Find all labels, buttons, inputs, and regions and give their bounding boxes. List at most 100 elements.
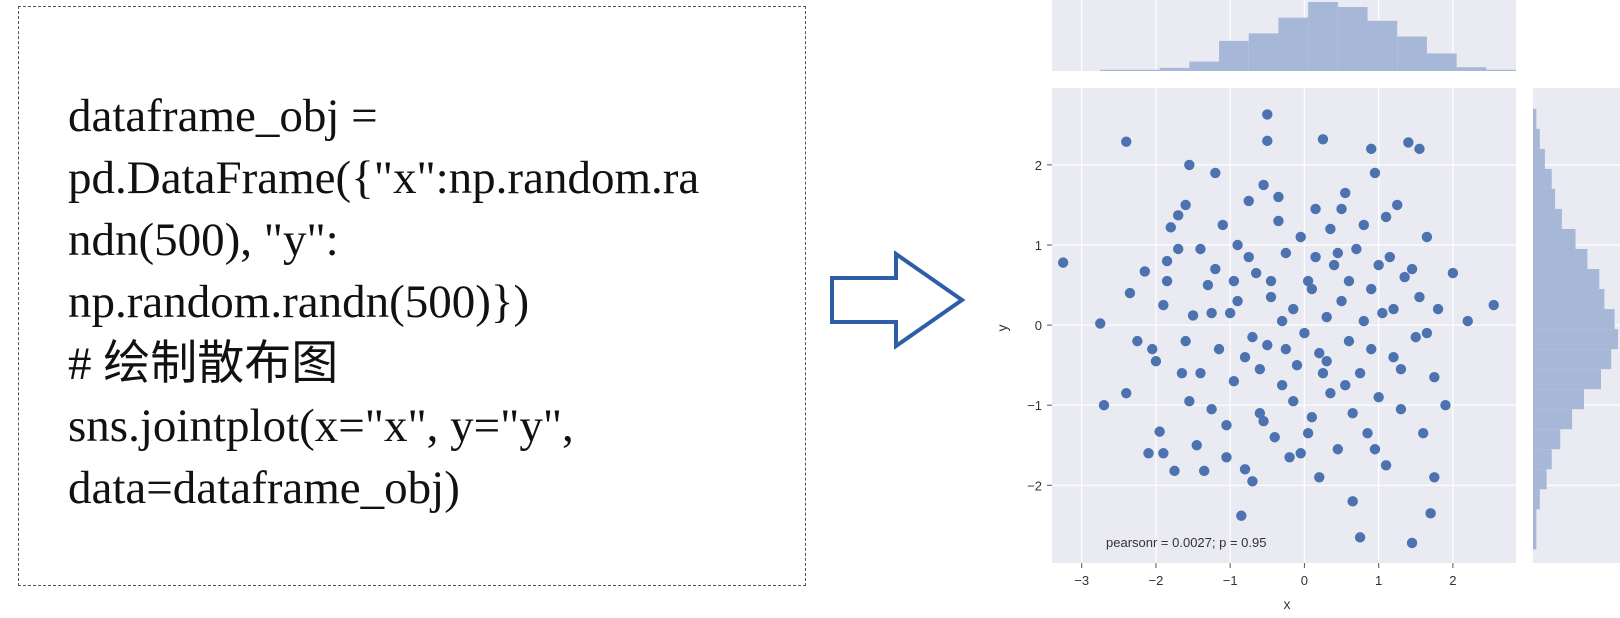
y-hist-bar (1533, 469, 1547, 490)
scatter-point (1239, 464, 1251, 475)
scatter-point (1340, 187, 1351, 199)
scatter-point (1321, 311, 1332, 323)
y-hist-bar (1533, 269, 1600, 290)
scatter-point (1269, 432, 1280, 443)
y-hist-bar (1533, 449, 1552, 470)
x-hist-bar (1337, 7, 1368, 72)
scatter-point (1210, 167, 1221, 179)
scatter-point (1414, 291, 1425, 303)
scatter-point (1418, 428, 1429, 439)
scatter-point (1217, 219, 1228, 231)
scatter-point (1384, 251, 1395, 263)
scatter-point (1280, 247, 1292, 259)
scatter-point (1421, 231, 1433, 243)
scatter-point (1247, 331, 1258, 343)
scatter-point (1302, 428, 1314, 439)
scatter-point (1247, 476, 1258, 487)
y-hist-bar (1533, 529, 1537, 550)
x-tick-label: 1 (1375, 573, 1382, 588)
scatter-point (1380, 460, 1392, 471)
scatter-point (1406, 537, 1418, 549)
scatter-point (1243, 251, 1254, 263)
scatter-point (1221, 420, 1232, 431)
x-hist-bar (1426, 53, 1457, 71)
pearson-annotation: pearsonr = 0.0027; p = 0.95 (1106, 535, 1266, 550)
code-line: # 绘制散布图 (68, 338, 339, 390)
scatter-point (1295, 448, 1306, 459)
scatter-point (1380, 211, 1392, 223)
scatter-point (1388, 351, 1399, 363)
code-line: sns.jointplot(x="x", y="y", (68, 400, 574, 452)
scatter-point (1347, 408, 1358, 419)
y-hist-bar (1533, 249, 1588, 270)
scatter-point (1191, 440, 1202, 451)
y-hist-bar (1533, 329, 1618, 350)
scatter-point (1310, 251, 1321, 263)
scatter-point (1488, 299, 1499, 311)
marginal-x-histogram (1052, 0, 1516, 72)
y-hist-bar (1533, 349, 1612, 370)
scatter-point (1358, 219, 1370, 231)
scatter-point (1299, 327, 1310, 339)
y-tick-label: 1 (1035, 238, 1042, 253)
scatter-point (1332, 247, 1344, 259)
scatter-point (1317, 134, 1329, 145)
scatter-point (1306, 412, 1318, 423)
scatter-point (1310, 203, 1321, 215)
y-tick-label: 0 (1035, 318, 1042, 333)
x-hist-bar (1189, 61, 1220, 71)
scatter-point (1158, 448, 1169, 459)
scatter-point (1462, 315, 1473, 327)
scatter-point (1184, 159, 1195, 171)
scatter-point (1180, 199, 1191, 211)
x-hist-bar (1456, 67, 1487, 71)
scatter-point (1184, 395, 1195, 407)
scatter-point (1161, 275, 1173, 287)
scatter-point (1429, 371, 1440, 383)
scatter-point (1165, 222, 1176, 233)
scatter-point (1369, 444, 1381, 455)
scatter-point (1366, 143, 1377, 155)
x-hist-bar (1100, 69, 1130, 71)
scatter-point (1210, 263, 1221, 275)
scatter-point (1373, 259, 1384, 271)
scatter-point (1173, 243, 1184, 255)
code-line: data=dataframe_obj) (68, 462, 460, 514)
scatter-point (1198, 465, 1210, 477)
scatter-point (1440, 400, 1451, 411)
x-tick-label: −1 (1223, 573, 1238, 588)
scatter-point (1258, 416, 1269, 427)
y-hist-bar (1533, 148, 1545, 169)
scatter-point (1143, 448, 1154, 459)
marginal-y-histogram (1533, 88, 1620, 563)
y-hist-bar (1533, 208, 1562, 229)
y-hist-bar (1533, 409, 1573, 430)
scatter-point (1336, 203, 1347, 215)
scatter-point (1332, 444, 1344, 455)
scatter-point (1354, 367, 1366, 379)
scatter-point (1306, 283, 1318, 295)
y-hist-bar (1533, 429, 1561, 450)
scatter-point (1317, 367, 1329, 379)
scatter-point (1173, 210, 1184, 221)
x-hist-bar (1278, 17, 1309, 72)
code-line: np.random.randn(500)}) (68, 276, 530, 328)
scatter-point (1243, 195, 1254, 207)
scatter-point (1425, 508, 1436, 519)
x-tick-label: 0 (1301, 573, 1308, 588)
x-hist-bar (1397, 36, 1427, 71)
scatter-point (1399, 271, 1410, 283)
scatter-point (1325, 223, 1336, 235)
scatter-point (1150, 355, 1162, 367)
scatter-point (1187, 310, 1199, 321)
x-hist-bar (1248, 33, 1279, 71)
scatter-point (1321, 355, 1332, 367)
scatter-point (1262, 109, 1273, 120)
y-hist-bar (1533, 108, 1537, 129)
code-panel: dataframe_obj = pd.DataFrame({"x":np.ran… (18, 6, 806, 586)
y-tick-label: 2 (1035, 158, 1042, 173)
scatter-point (1158, 299, 1169, 311)
y-hist-bar (1533, 168, 1552, 189)
scatter-point (1176, 367, 1188, 379)
scatter-point (1276, 379, 1288, 391)
